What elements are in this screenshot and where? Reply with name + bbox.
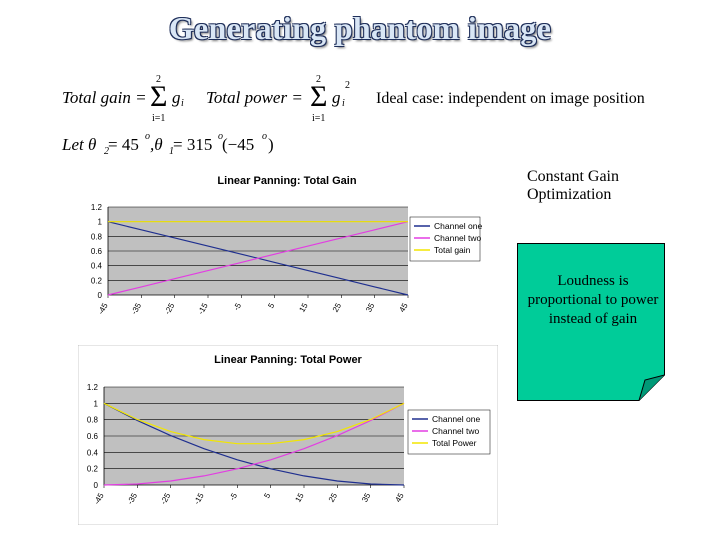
series-line-2 (103, 402, 405, 486)
legend-box (407, 409, 491, 455)
constant-gain-label: Constant Gain Optimization (527, 168, 619, 204)
y-tick-label: 0.2 (91, 276, 103, 285)
series-line-2 (107, 221, 409, 296)
y-tick-label: 0.2 (87, 465, 99, 474)
sum-lower-limit: i=1 (152, 113, 166, 124)
constant-gain-line2: Optimization (527, 186, 612, 203)
x-tick-label: -5 (232, 301, 244, 312)
theta1-negative: (−45 (222, 135, 255, 154)
theta-sub-1: 1 (169, 146, 174, 157)
y-axis-ticks: 0 0.2 0.4 0.6 0.8 1 1.2 (91, 203, 103, 300)
page-title: Generating phantom image (168, 10, 552, 46)
series-group (103, 402, 405, 486)
constant-gain-line1: Constant Gain (527, 168, 619, 185)
y-tick-label: 0.8 (87, 416, 99, 425)
chart-title: Linear Panning: Total Gain (217, 175, 356, 187)
sum-upper-limit: 2 (156, 74, 161, 85)
sum-lower-limit: i=1 (312, 113, 326, 124)
y-tick-label: 0 (94, 481, 99, 490)
y-tick-label: 1.2 (91, 203, 103, 212)
y-tick-label: 0 (98, 291, 103, 300)
formula-total-gain-label: Total gain = (62, 88, 147, 107)
y-tick-label: 1 (98, 218, 103, 227)
ideal-case-text: Ideal case: independent on image positio… (376, 90, 645, 107)
x-tick-label: -5 (228, 491, 240, 502)
close-paren: ) (268, 135, 274, 154)
y-tick-label: 0.8 (91, 232, 103, 241)
x-axis-ticks: -45 -35 -25 -15 -5 5 15 25 35 45 (96, 295, 410, 316)
power-exponent: 2 (345, 80, 350, 91)
degree-mark: o (218, 131, 223, 142)
x-tick-label: 5 (266, 301, 276, 310)
legend-box (409, 216, 481, 262)
degree-mark: o (262, 131, 267, 142)
sticky-note-text: Loudness is proportional to power instea… (527, 273, 659, 327)
sigma-symbol: Σ (310, 80, 328, 113)
legend-label: Channel two (434, 233, 482, 243)
theta-sub-2: 2 (104, 146, 109, 157)
x-tick-label: 5 (262, 491, 272, 500)
grid-lines (107, 206, 408, 296)
formula-total-power-label: Total power = (206, 88, 303, 107)
sum-upper-limit: 2 (316, 74, 321, 85)
gain-subscript: i (181, 98, 184, 109)
y-tick-label: 0.6 (91, 247, 103, 256)
legend-label: Channel two (432, 426, 480, 436)
chart-title: Linear Panning: Total Power (214, 354, 362, 366)
series-line-3 (103, 402, 405, 445)
total-gain-chart: Linear Panning: Total Gain 0 0.2 0.4 0.6 0.8… (70, 172, 510, 322)
gain-variable: g (172, 88, 181, 107)
sigma-symbol: Σ (150, 80, 168, 113)
legend-label: Channel one (432, 414, 480, 424)
degree-mark: o (145, 131, 150, 142)
y-tick-label: 0.4 (91, 262, 103, 271)
legend-label: Total Power (432, 438, 477, 448)
power-variable: g (332, 88, 341, 107)
legend-label: Channel one (434, 221, 482, 231)
y-tick-label: 1.2 (87, 383, 99, 392)
y-axis-ticks: 0 0.2 0.4 0.6 0.8 1 1.2 (87, 383, 99, 490)
legend-label: Total gain (434, 245, 471, 255)
y-tick-label: 0.4 (87, 448, 99, 457)
grid-lines (103, 386, 404, 486)
legend: Channel one Channel two Total Power (407, 409, 491, 455)
legend: Channel one Channel two Total gain (409, 216, 482, 262)
let-theta-label: Let θ (62, 135, 97, 154)
y-tick-label: 0.6 (87, 432, 99, 441)
total-power-chart: Linear Panning: Total Power 0 0.2 0.4 0.6 0.… (78, 345, 498, 525)
power-subscript: i (342, 98, 345, 109)
theta1-value: = 315 (173, 135, 213, 154)
sticky-note (517, 243, 665, 401)
comma-theta: ,θ (150, 135, 163, 154)
y-tick-label: 1 (94, 399, 99, 408)
series-group (107, 221, 409, 296)
theta2-value: = 45 (108, 135, 139, 154)
